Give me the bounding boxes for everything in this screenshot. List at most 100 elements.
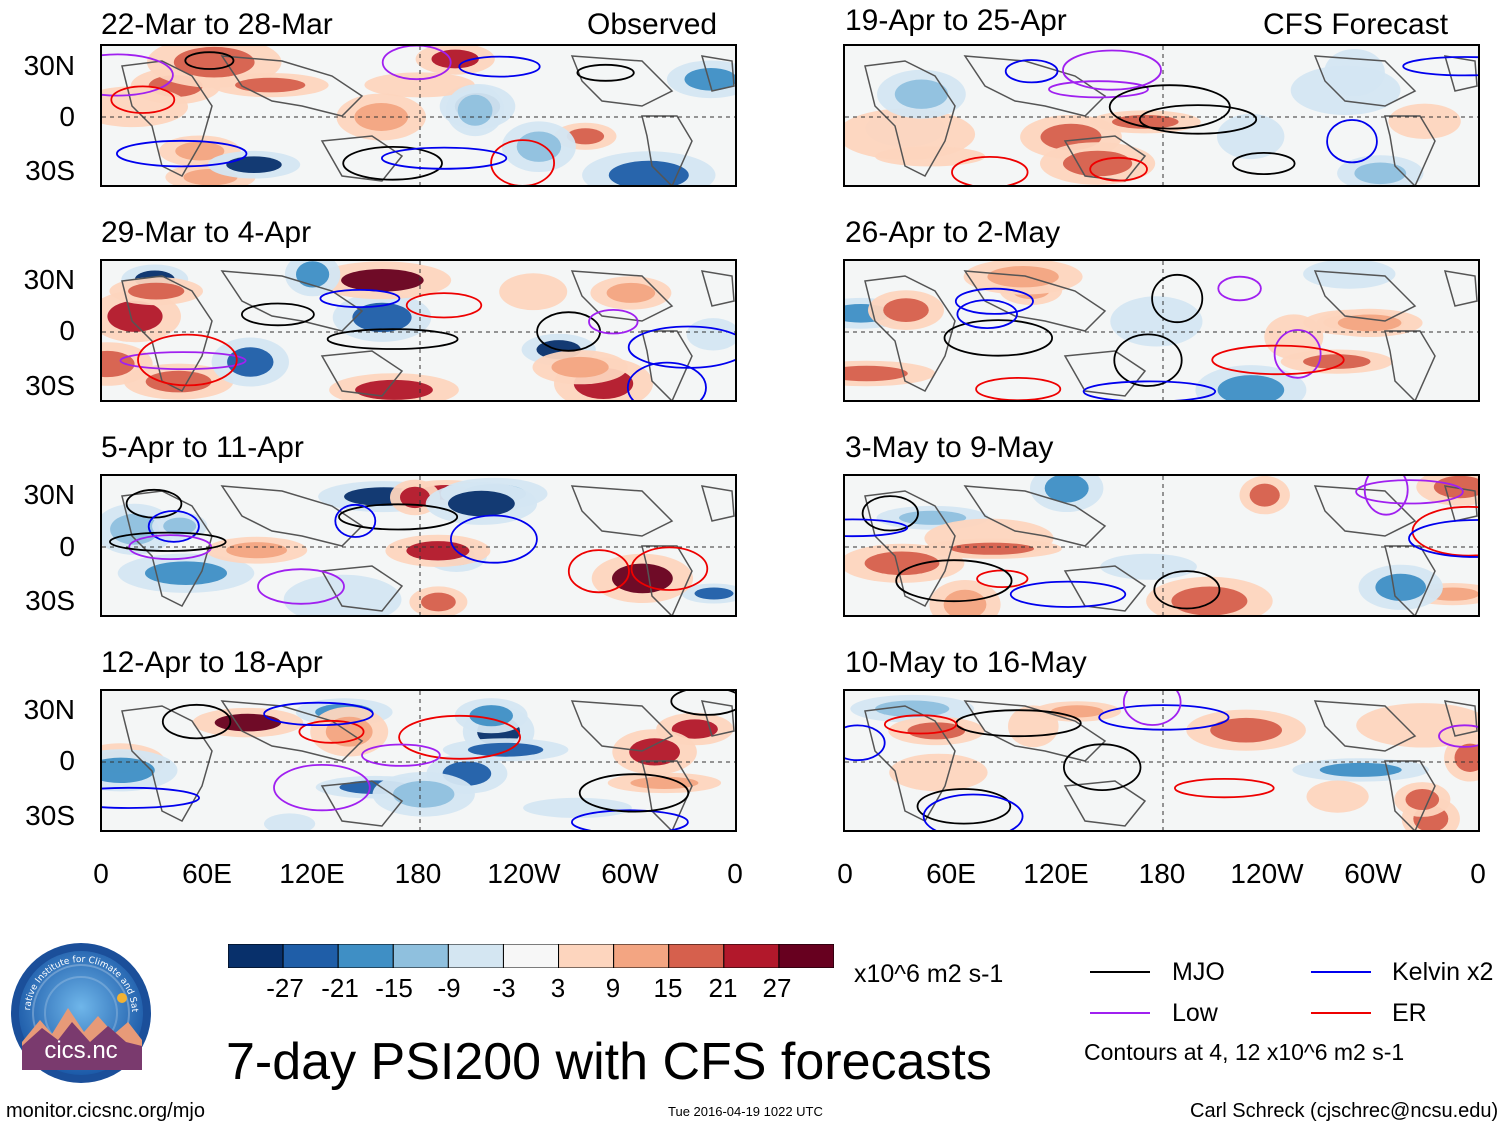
contour-line: [1089, 156, 1148, 182]
anomaly-blob: [499, 273, 568, 311]
contour-line: [975, 377, 1062, 400]
colorbar-box: [447, 944, 504, 968]
anomaly-core: [400, 486, 430, 509]
coastline: [641, 760, 693, 830]
colorbar-box: [502, 944, 560, 968]
lon-label: 60E: [182, 858, 232, 889]
coastline: [1063, 135, 1147, 182]
coastline: [641, 115, 693, 185]
anomaly-core: [457, 94, 493, 126]
coastline: [864, 490, 956, 607]
contour-line: [1009, 580, 1127, 608]
coastline: [963, 270, 1107, 332]
cics-logo: Cooperative Institute for Climate and Sa…: [7, 935, 152, 1084]
anomaly-core: [671, 719, 718, 739]
anomaly-core: [431, 49, 479, 69]
contour-line: [627, 325, 735, 369]
panel-tag: Observed: [587, 8, 718, 41]
contour-line: [976, 569, 1029, 589]
colorbar-box: [723, 944, 780, 968]
anomaly-core: [1044, 476, 1089, 503]
anomaly-core: [907, 722, 966, 740]
anomaly-core: [950, 542, 1034, 555]
psi-map: [100, 259, 737, 402]
contour-line: [458, 55, 541, 78]
anomaly-core: [227, 347, 274, 377]
anomaly-blob: [1306, 780, 1369, 813]
contour-line: [119, 351, 247, 370]
contour-line: [1211, 344, 1345, 376]
coastline: [1384, 330, 1436, 400]
colorbar-label: -3: [492, 973, 516, 1003]
contour-line: [845, 518, 909, 538]
anomaly-core: [102, 757, 155, 783]
panel-tag: CFS Forecast: [1263, 8, 1449, 41]
panel-date: 22-Mar to 28-Mar: [101, 8, 333, 41]
psi-map: [843, 689, 1480, 832]
contour-line: [298, 719, 365, 744]
anomaly-core: [987, 266, 1059, 288]
lon-label: 60W: [1344, 858, 1402, 889]
anomaly-core: [1112, 115, 1179, 129]
coastline: [963, 485, 1107, 547]
anomaly-core: [226, 156, 282, 173]
legend-label-kelvin: Kelvin x2: [1392, 958, 1494, 986]
lat-label-eq: 0: [59, 101, 75, 132]
map-field: [845, 46, 1478, 185]
anomaly-core: [1217, 375, 1285, 400]
lat-label-eq: 0: [59, 315, 75, 346]
coastline: [700, 700, 735, 737]
lon-label: 120E: [1023, 858, 1089, 889]
contour-line: [954, 287, 1034, 315]
coastline: [570, 270, 674, 322]
contour-line: [1153, 570, 1221, 610]
contour-note: Contours at 4, 12 x10^6 m2 s-1: [1084, 1039, 1405, 1065]
footer-author[interactable]: Carl Schreck (cjschrec@ncsu.edu): [1190, 1100, 1499, 1122]
anomaly-core: [516, 131, 562, 162]
contour-line: [630, 546, 709, 591]
coastline: [1443, 55, 1478, 92]
anomaly-core: [421, 592, 456, 612]
map-field: [845, 476, 1478, 615]
contour-line: [1411, 505, 1478, 557]
coastline: [570, 700, 674, 752]
lat-label-30s: 30S: [25, 800, 75, 831]
map-field: [102, 261, 735, 400]
coastline: [220, 700, 364, 762]
coastline: [963, 55, 1107, 117]
anomaly-core: [448, 490, 515, 517]
lat-label-30n: 30N: [23, 694, 75, 725]
lat-label-eq: 0: [59, 531, 75, 562]
coastline: [1443, 270, 1478, 307]
footer-url[interactable]: monitor.cicsnc.org/mjo: [6, 1100, 205, 1122]
contour-line: [361, 743, 441, 767]
contour-line: [922, 793, 1024, 830]
contour-line: [1004, 59, 1059, 84]
contour-line: [578, 773, 690, 813]
panel-date: 12-Apr to 18-Apr: [101, 646, 323, 679]
contour-line: [626, 361, 707, 400]
lon-label: 60W: [601, 858, 659, 889]
anomaly-core: [1249, 483, 1280, 507]
contour-line: [670, 691, 735, 716]
coastline: [641, 545, 693, 615]
contour-line: [571, 809, 689, 830]
contour-line: [1138, 104, 1258, 135]
coastline: [864, 275, 956, 392]
anomaly-core: [566, 128, 605, 145]
anomaly-core: [341, 269, 424, 292]
coastline: [1313, 270, 1417, 322]
anomaly-blob: [686, 318, 735, 351]
contour-line: [1326, 119, 1378, 164]
contour-line: [883, 714, 958, 735]
lon-label: 0: [93, 858, 109, 889]
map-field: [102, 476, 735, 615]
coastline: [320, 565, 404, 612]
anomaly-core: [128, 282, 185, 300]
contour-line: [319, 288, 401, 309]
psi-map: [100, 474, 737, 617]
contour-line: [956, 299, 1018, 329]
anomaly-blob: [889, 753, 988, 792]
coastline: [1384, 115, 1436, 185]
contour-line: [1108, 84, 1231, 130]
